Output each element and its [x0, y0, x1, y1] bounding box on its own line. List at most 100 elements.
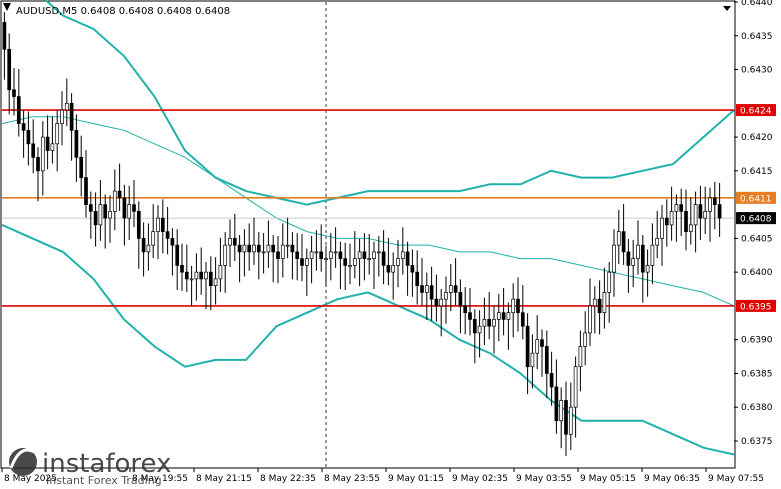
candle: [64, 78, 69, 126]
candle: [405, 241, 410, 296]
candle: [372, 241, 376, 290]
candle: [520, 285, 525, 340]
candle: [568, 382, 573, 451]
x-tick-label: 8 May 22:35: [260, 474, 316, 484]
current-price-label: 0.6408: [740, 215, 772, 225]
y-tick-label: 0.6400: [741, 268, 773, 278]
watermark-tagline: Instant Forex Trading: [46, 474, 162, 487]
candle: [266, 220, 271, 268]
x-tick-label: 9 May 05:15: [580, 474, 636, 484]
candle: [223, 232, 228, 293]
candle: [669, 186, 674, 241]
level-tag-pivot: [736, 191, 776, 204]
bollinger-upper-line: [43, 0, 735, 206]
plot-frame: [0, 0, 736, 469]
candle: [496, 293, 501, 342]
candle: [319, 224, 324, 272]
candle: [314, 230, 319, 271]
candle: [98, 180, 103, 241]
candle: [213, 257, 218, 305]
candle: [381, 230, 386, 285]
candle: [717, 182, 722, 237]
candle: [602, 267, 607, 329]
candle: [492, 306, 496, 354]
candle: [189, 265, 194, 307]
candle: [324, 245, 328, 287]
candle: [650, 223, 655, 285]
x-tick-label: 8 May 2025: [4, 474, 57, 484]
candle: [420, 258, 424, 306]
y-tick-label: 0.6405: [741, 234, 773, 244]
y-tick-label: 0.6380: [741, 403, 773, 413]
candle: [338, 241, 343, 290]
candle: [463, 287, 468, 335]
y-tick-label: 0.6390: [741, 336, 773, 346]
candle: [348, 243, 352, 285]
candle: [664, 199, 669, 247]
scroll-arrow-icon[interactable]: [723, 6, 731, 11]
candle: [352, 231, 357, 279]
candle: [540, 329, 544, 377]
candle: [554, 359, 559, 434]
candle: [280, 223, 285, 278]
candle: [516, 277, 520, 332]
candle: [285, 217, 290, 259]
candle: [631, 239, 636, 288]
menu-triangle-icon[interactable]: [3, 3, 11, 11]
candle: [204, 262, 208, 310]
candle: [468, 288, 472, 336]
candle: [256, 232, 261, 280]
candle: [218, 237, 223, 292]
candle: [645, 249, 650, 297]
candle: [304, 248, 309, 296]
level-tag-label: 0.6395: [740, 302, 772, 312]
candle: [333, 227, 338, 268]
candle: [621, 204, 626, 265]
candle: [578, 330, 583, 392]
candle: [444, 276, 448, 324]
candle: [688, 197, 693, 245]
candle: [482, 297, 487, 345]
current-price-tag: [736, 212, 776, 225]
candle: [506, 302, 511, 350]
candle: [679, 188, 684, 236]
candle: [7, 33, 12, 115]
candle: [261, 233, 266, 274]
candle: [386, 237, 391, 286]
candle: [559, 387, 564, 449]
candle: [156, 205, 160, 260]
candle: [357, 238, 362, 287]
x-tick-label: 8 May 23:55: [324, 474, 380, 484]
y-tick-label: 0.6440: [741, 0, 773, 8]
candle: [597, 280, 602, 335]
candle: [132, 180, 136, 228]
candle: [165, 207, 170, 255]
candle: [208, 256, 213, 311]
candle: [626, 238, 631, 293]
candle: [45, 115, 50, 170]
y-tick-label: 0.6420: [741, 133, 773, 143]
moving-average-line: [1, 116, 735, 307]
candle: [141, 222, 146, 277]
level-tag-label: 0.6411: [740, 194, 772, 204]
candle: [74, 114, 79, 182]
candle: [674, 194, 679, 242]
candle: [607, 262, 612, 323]
candle: [693, 191, 698, 253]
symbol-header: AUDUSD,M5 0.6408 0.6408 0.6408 0.6408: [16, 6, 230, 17]
x-tick-label: 8 May 19:55: [132, 474, 188, 484]
candle: [194, 253, 199, 301]
candle: [50, 116, 55, 164]
watermark-logo-icon: [9, 448, 37, 476]
candle: [376, 235, 381, 277]
candle: [530, 334, 535, 389]
candle: [410, 249, 415, 297]
candle: [175, 229, 180, 290]
x-tick-label: 9 May 06:35: [644, 474, 700, 484]
candle: [122, 184, 127, 246]
x-tick-label: 9 May 07:55: [708, 474, 764, 484]
level-tag-support: [736, 299, 776, 312]
candle: [117, 163, 122, 211]
candle: [103, 194, 108, 249]
